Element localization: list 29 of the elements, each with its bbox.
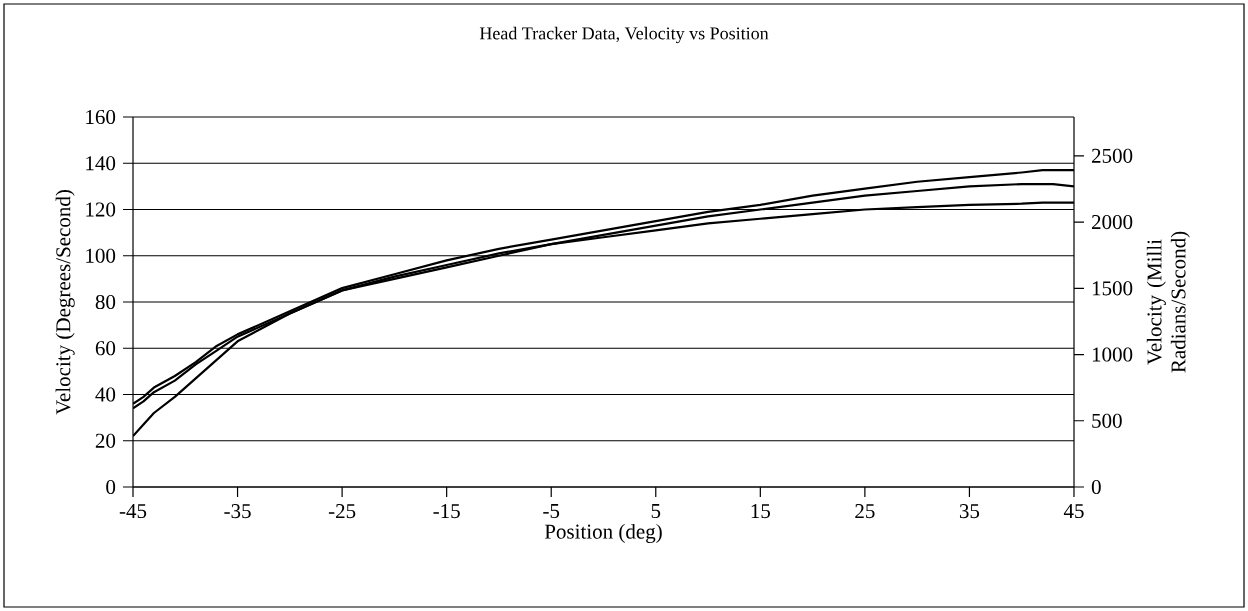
x-tick-label: -45 (119, 504, 147, 519)
x-axis-title: Position (deg) (544, 523, 662, 543)
x-tick-label: -5 (543, 504, 560, 519)
y2-tick-label: 1500 (1092, 281, 1133, 296)
y-tick-label: 140 (86, 156, 116, 171)
chart-title: Head Tracker Data, Velocity vs Position (479, 26, 769, 44)
x-tick-label: 35 (959, 504, 980, 519)
x-tick-label: -25 (328, 504, 356, 519)
y-tick-label: 40 (95, 387, 116, 402)
x-tick-label: 25 (855, 504, 875, 519)
y-tick-label: 100 (86, 248, 116, 263)
y2-tick-label: 2000 (1091, 214, 1133, 230)
x-tick-label: 45 (1063, 504, 1084, 519)
y-tick-label: 20 (95, 433, 116, 448)
x-tick-label: 15 (751, 504, 770, 519)
x-tick-label: -15 (433, 504, 460, 519)
y2-tick-label: 0 (1091, 479, 1101, 495)
y2-axis-title: Velocity (Milli Radians/Second) (1146, 231, 1190, 373)
y-tick-label: 0 (106, 479, 116, 495)
y-tick-label: 80 (95, 294, 116, 310)
y-axis-title: Velocity (Degrees/Second) (55, 190, 75, 415)
y-tick-label: 120 (86, 202, 116, 217)
y2-tick-label: 500 (1092, 413, 1122, 428)
y2-tick-label: 2500 (1091, 148, 1133, 163)
y2-tick-label: 1000 (1092, 347, 1133, 362)
x-tick-label: -35 (224, 504, 251, 519)
x-tick-label: 5 (651, 504, 661, 519)
y-tick-label: 60 (95, 341, 116, 356)
y-tick-label: 160 (86, 109, 116, 125)
